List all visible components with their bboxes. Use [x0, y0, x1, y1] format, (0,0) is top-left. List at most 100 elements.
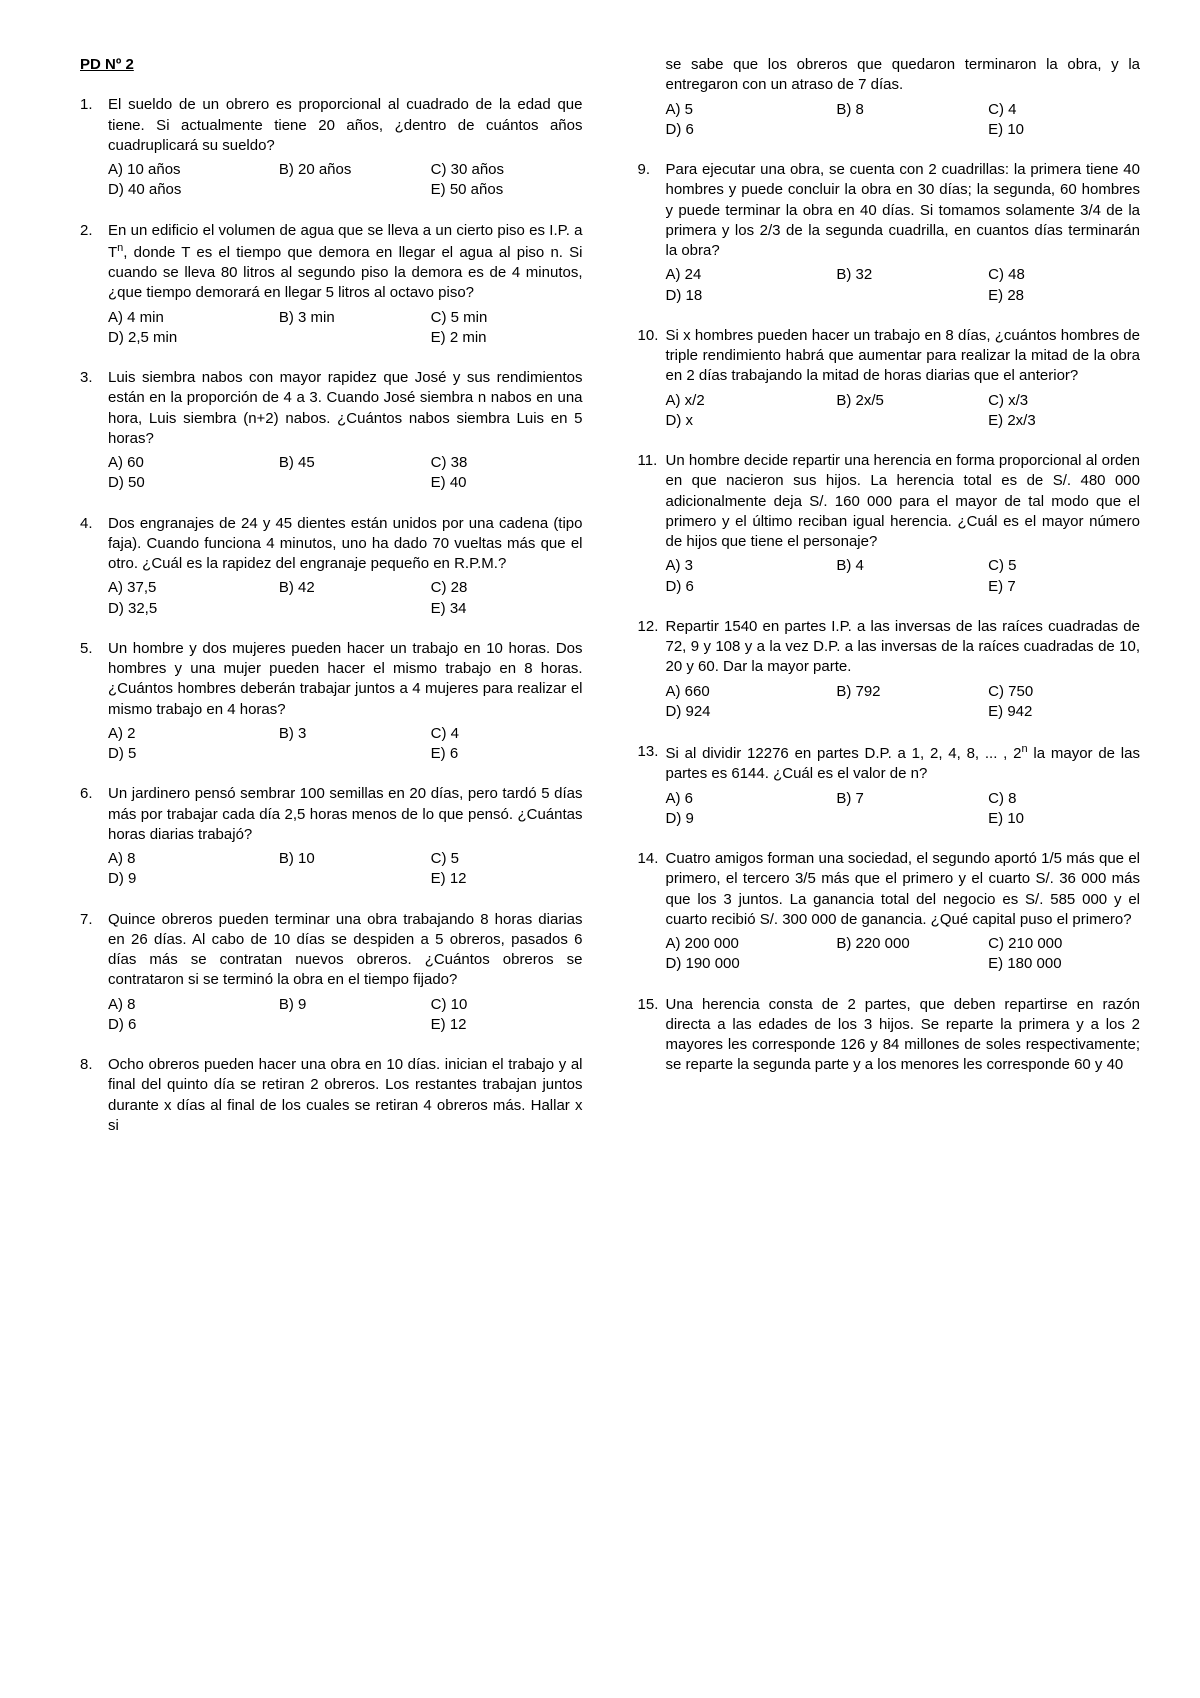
question-stem: Un hombre decide repartir una herencia e…	[666, 451, 1141, 552]
option-d: D) 40 años	[108, 180, 431, 200]
question-item: El sueldo de un obrero es proporcional a…	[80, 95, 583, 200]
question-item: Para ejecutar una obra, se cuenta con 2 …	[638, 160, 1141, 306]
question-options: A) 60B) 45C) 38D) 50E) 40	[108, 453, 583, 494]
question-stem: Si al dividir 12276 en partes D.P. a 1, …	[666, 742, 1141, 785]
option-a: A) 24	[666, 265, 837, 285]
question-stem: Quince obreros pueden terminar una obra …	[108, 910, 583, 991]
option-b: B) 8	[836, 100, 988, 120]
question-stem: Dos engranajes de 24 y 45 dientes están …	[108, 514, 583, 575]
option-e: E) 942	[988, 702, 1140, 722]
option-e: E) 2 min	[431, 328, 583, 348]
column-right: se sabe que los obreros que quedaron ter…	[638, 55, 1141, 1658]
option-e: E) 12	[431, 1015, 583, 1035]
option-a: A) 660	[666, 682, 837, 702]
question-stem: Ocho obreros pueden hacer una obra en 10…	[108, 1055, 583, 1136]
question-options: A) 200 000B) 220 000C) 210 000D) 190 000…	[666, 934, 1141, 975]
q8-continuation: se sabe que los obreros que quedaron ter…	[638, 55, 1141, 140]
question-stem: Una herencia consta de 2 partes, que deb…	[666, 995, 1141, 1076]
option-a: A) 2	[108, 724, 279, 744]
option-c: C) 30 años	[431, 160, 583, 180]
question-options: A) 660B) 792C) 750D) 924E) 942	[666, 682, 1141, 723]
question-stem: Un hombre y dos mujeres pueden hacer un …	[108, 639, 583, 720]
option-e: E) 10	[988, 120, 1140, 140]
option-c: C) 210 000	[988, 934, 1140, 954]
question-item: Dos engranajes de 24 y 45 dientes están …	[80, 514, 583, 619]
option-c: C) 4	[988, 100, 1140, 120]
option-b: B) 32	[836, 265, 988, 285]
option-c: C) 5	[988, 556, 1140, 576]
question-stem: Para ejecutar una obra, se cuenta con 2 …	[666, 160, 1141, 261]
question-stem: En un edificio el volumen de agua que se…	[108, 221, 583, 304]
option-e: E) 28	[988, 286, 1140, 306]
question-options: A) 24B) 32C) 48D) 18E) 28	[666, 265, 1141, 306]
question-options: A) 6B) 7C) 8D) 9E) 10	[666, 789, 1141, 830]
question-item: Un hombre y dos mujeres pueden hacer un …	[80, 639, 583, 765]
option-d: D) 6	[666, 120, 989, 140]
option-e: E) 180 000	[988, 954, 1140, 974]
option-a: A) 5	[666, 100, 837, 120]
option-d: D) 6	[108, 1015, 431, 1035]
option-c: C) 5	[431, 849, 583, 869]
option-a: A) 37,5	[108, 578, 279, 598]
question-stem: Si x hombres pueden hacer un trabajo en …	[666, 326, 1141, 387]
question-options: A) 2B) 3C) 4D) 5E) 6	[108, 724, 583, 765]
option-b: B) 20 años	[279, 160, 431, 180]
option-c: C) 4	[431, 724, 583, 744]
option-d: D) 9	[666, 809, 989, 829]
option-e: E) 10	[988, 809, 1140, 829]
option-c: C) 8	[988, 789, 1140, 809]
option-a: A) 6	[666, 789, 837, 809]
q8-cont-stem: se sabe que los obreros que quedaron ter…	[666, 55, 1141, 96]
option-d: D) 6	[666, 577, 989, 597]
option-e: E) 7	[988, 577, 1140, 597]
question-item: Si x hombres pueden hacer un trabajo en …	[638, 326, 1141, 431]
option-b: B) 7	[836, 789, 988, 809]
doc-title: PD Nº 2	[80, 55, 583, 75]
question-item: Cuatro amigos forman una sociedad, el se…	[638, 849, 1141, 975]
question-item: Luis siembra nabos con mayor rapidez que…	[80, 368, 583, 494]
option-a: A) 200 000	[666, 934, 837, 954]
option-a: A) 3	[666, 556, 837, 576]
question-options: A) x/2B) 2x/5C) x/3D) xE) 2x/3	[666, 391, 1141, 432]
option-d: D) 32,5	[108, 599, 431, 619]
option-e: E) 50 años	[431, 180, 583, 200]
question-item: Repartir 1540 en partes I.P. a las inver…	[638, 617, 1141, 722]
option-d: D) x	[666, 411, 989, 431]
option-b: B) 2x/5	[836, 391, 988, 411]
question-item: Una herencia consta de 2 partes, que deb…	[638, 995, 1141, 1076]
option-a: A) x/2	[666, 391, 837, 411]
question-options: A) 4 minB) 3 minC) 5 minD) 2,5 minE) 2 m…	[108, 308, 583, 349]
column-left: PD Nº 2 El sueldo de un obrero es propor…	[80, 55, 583, 1658]
option-a: A) 10 años	[108, 160, 279, 180]
option-a: A) 4 min	[108, 308, 279, 328]
option-b: B) 9	[279, 995, 431, 1015]
option-d: D) 2,5 min	[108, 328, 431, 348]
question-stem: Luis siembra nabos con mayor rapidez que…	[108, 368, 583, 449]
question-stem: El sueldo de un obrero es proporcional a…	[108, 95, 583, 156]
question-options: A) 10 añosB) 20 añosC) 30 añosD) 40 años…	[108, 160, 583, 201]
question-options: A) 3B) 4C) 5D) 6E) 7	[666, 556, 1141, 597]
option-c: C) 38	[431, 453, 583, 473]
option-c: C) 28	[431, 578, 583, 598]
option-c: C) 750	[988, 682, 1140, 702]
option-b: B) 792	[836, 682, 988, 702]
option-a: A) 60	[108, 453, 279, 473]
option-e: E) 34	[431, 599, 583, 619]
option-c: C) 48	[988, 265, 1140, 285]
option-d: D) 190 000	[666, 954, 989, 974]
option-d: D) 924	[666, 702, 989, 722]
option-c: C) 10	[431, 995, 583, 1015]
option-b: B) 42	[279, 578, 431, 598]
q8-cont-options: A) 5 B) 8 C) 4 D) 6 E) 10	[666, 100, 1141, 141]
option-c: C) x/3	[988, 391, 1140, 411]
option-b: B) 10	[279, 849, 431, 869]
question-options: A) 8B) 9C) 10D) 6E) 12	[108, 995, 583, 1036]
option-e: E) 2x/3	[988, 411, 1140, 431]
question-stem: Un jardinero pensó sembrar 100 semillas …	[108, 784, 583, 845]
option-c: C) 5 min	[431, 308, 583, 328]
option-b: B) 4	[836, 556, 988, 576]
question-options: A) 8B) 10C) 5D) 9E) 12	[108, 849, 583, 890]
option-e: E) 12	[431, 869, 583, 889]
option-d: D) 5	[108, 744, 431, 764]
question-item: Ocho obreros pueden hacer una obra en 10…	[80, 1055, 583, 1136]
